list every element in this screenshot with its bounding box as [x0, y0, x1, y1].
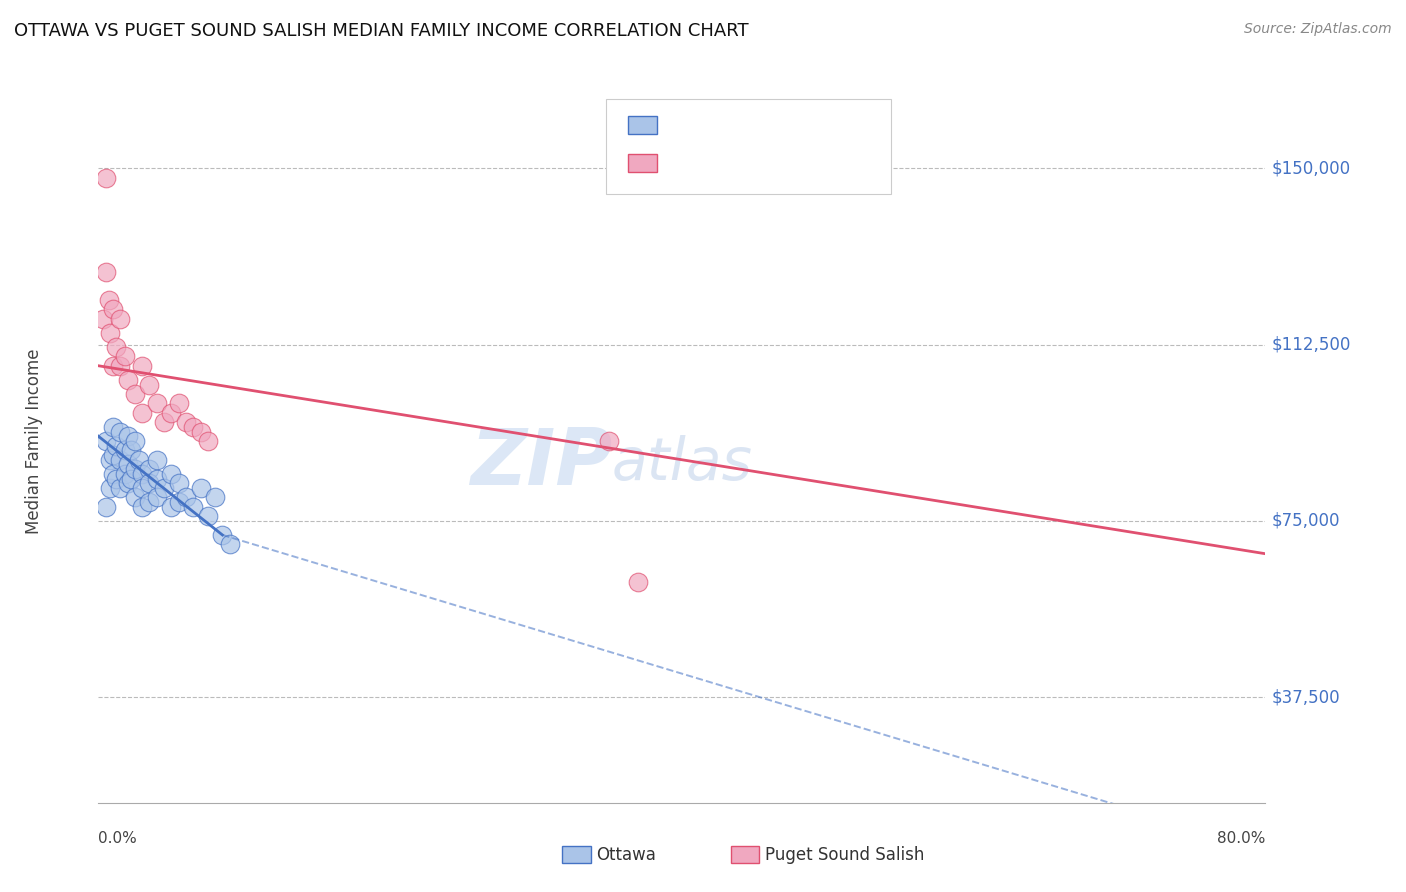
- Text: $150,000: $150,000: [1271, 160, 1350, 178]
- Point: [114, 467, 136, 481]
- Point: [110, 359, 132, 373]
- Text: atlas: atlas: [612, 434, 752, 491]
- Point: [598, 434, 620, 448]
- Point: [117, 476, 139, 491]
- Text: N = 44: N = 44: [773, 116, 835, 134]
- Point: [101, 467, 124, 481]
- Point: [124, 434, 146, 448]
- Point: [114, 350, 136, 364]
- Point: [101, 359, 124, 373]
- Point: [160, 406, 183, 420]
- Point: [117, 429, 139, 443]
- Point: [94, 265, 117, 279]
- Text: 0.0%: 0.0%: [98, 831, 138, 846]
- Point: [167, 396, 190, 410]
- Point: [181, 420, 204, 434]
- Point: [146, 471, 169, 485]
- Point: [110, 452, 132, 467]
- Point: [98, 452, 121, 467]
- Point: [101, 302, 124, 317]
- Point: [190, 425, 212, 439]
- Point: [197, 434, 219, 448]
- Text: ZIP: ZIP: [470, 425, 612, 501]
- Text: $75,000: $75,000: [1271, 512, 1340, 530]
- Point: [110, 425, 132, 439]
- Point: [124, 491, 146, 505]
- Text: Median Family Income: Median Family Income: [25, 349, 44, 534]
- Point: [197, 509, 219, 524]
- Point: [94, 500, 117, 514]
- Text: 80.0%: 80.0%: [1218, 831, 1265, 846]
- Point: [110, 481, 132, 495]
- Point: [117, 458, 139, 472]
- Point: [138, 462, 160, 476]
- Point: [160, 467, 183, 481]
- Point: [131, 467, 153, 481]
- Text: Puget Sound Salish: Puget Sound Salish: [765, 846, 924, 863]
- Point: [117, 373, 139, 387]
- Point: [98, 326, 121, 340]
- Point: [94, 434, 117, 448]
- Point: [124, 387, 146, 401]
- Text: Source: ZipAtlas.com: Source: ZipAtlas.com: [1244, 22, 1392, 37]
- Point: [218, 537, 240, 551]
- Point: [153, 481, 176, 495]
- Point: [146, 396, 169, 410]
- Text: Ottawa: Ottawa: [596, 846, 657, 863]
- Point: [138, 476, 160, 491]
- Point: [138, 377, 160, 392]
- Point: [101, 420, 124, 434]
- Point: [124, 462, 146, 476]
- Point: [120, 443, 142, 458]
- Point: [204, 491, 226, 505]
- Point: [114, 443, 136, 458]
- Point: [131, 359, 153, 373]
- Text: OTTAWA VS PUGET SOUND SALISH MEDIAN FAMILY INCOME CORRELATION CHART: OTTAWA VS PUGET SOUND SALISH MEDIAN FAMI…: [14, 22, 748, 40]
- Point: [131, 406, 153, 420]
- Point: [174, 415, 197, 429]
- Point: [110, 311, 132, 326]
- Point: [131, 481, 153, 495]
- Point: [97, 293, 120, 307]
- Point: [91, 311, 114, 326]
- Text: $37,500: $37,500: [1271, 688, 1340, 706]
- Point: [138, 495, 160, 509]
- Point: [627, 574, 650, 589]
- Point: [128, 452, 150, 467]
- Point: [190, 481, 212, 495]
- Point: [153, 415, 176, 429]
- Point: [94, 170, 117, 185]
- Point: [120, 471, 142, 485]
- Point: [160, 500, 183, 514]
- Text: N = 26: N = 26: [773, 154, 835, 172]
- Point: [131, 500, 153, 514]
- Point: [101, 448, 124, 462]
- Point: [211, 528, 233, 542]
- Point: [181, 500, 204, 514]
- Point: [104, 340, 127, 354]
- Point: [104, 439, 127, 453]
- Point: [98, 481, 121, 495]
- Text: R = -0.228: R = -0.228: [668, 116, 758, 134]
- Point: [146, 491, 169, 505]
- Text: R = -0.247: R = -0.247: [668, 154, 756, 172]
- Text: $112,500: $112,500: [1271, 335, 1351, 353]
- Point: [146, 452, 169, 467]
- Point: [167, 495, 190, 509]
- Point: [174, 491, 197, 505]
- Point: [104, 471, 127, 485]
- Point: [167, 476, 190, 491]
